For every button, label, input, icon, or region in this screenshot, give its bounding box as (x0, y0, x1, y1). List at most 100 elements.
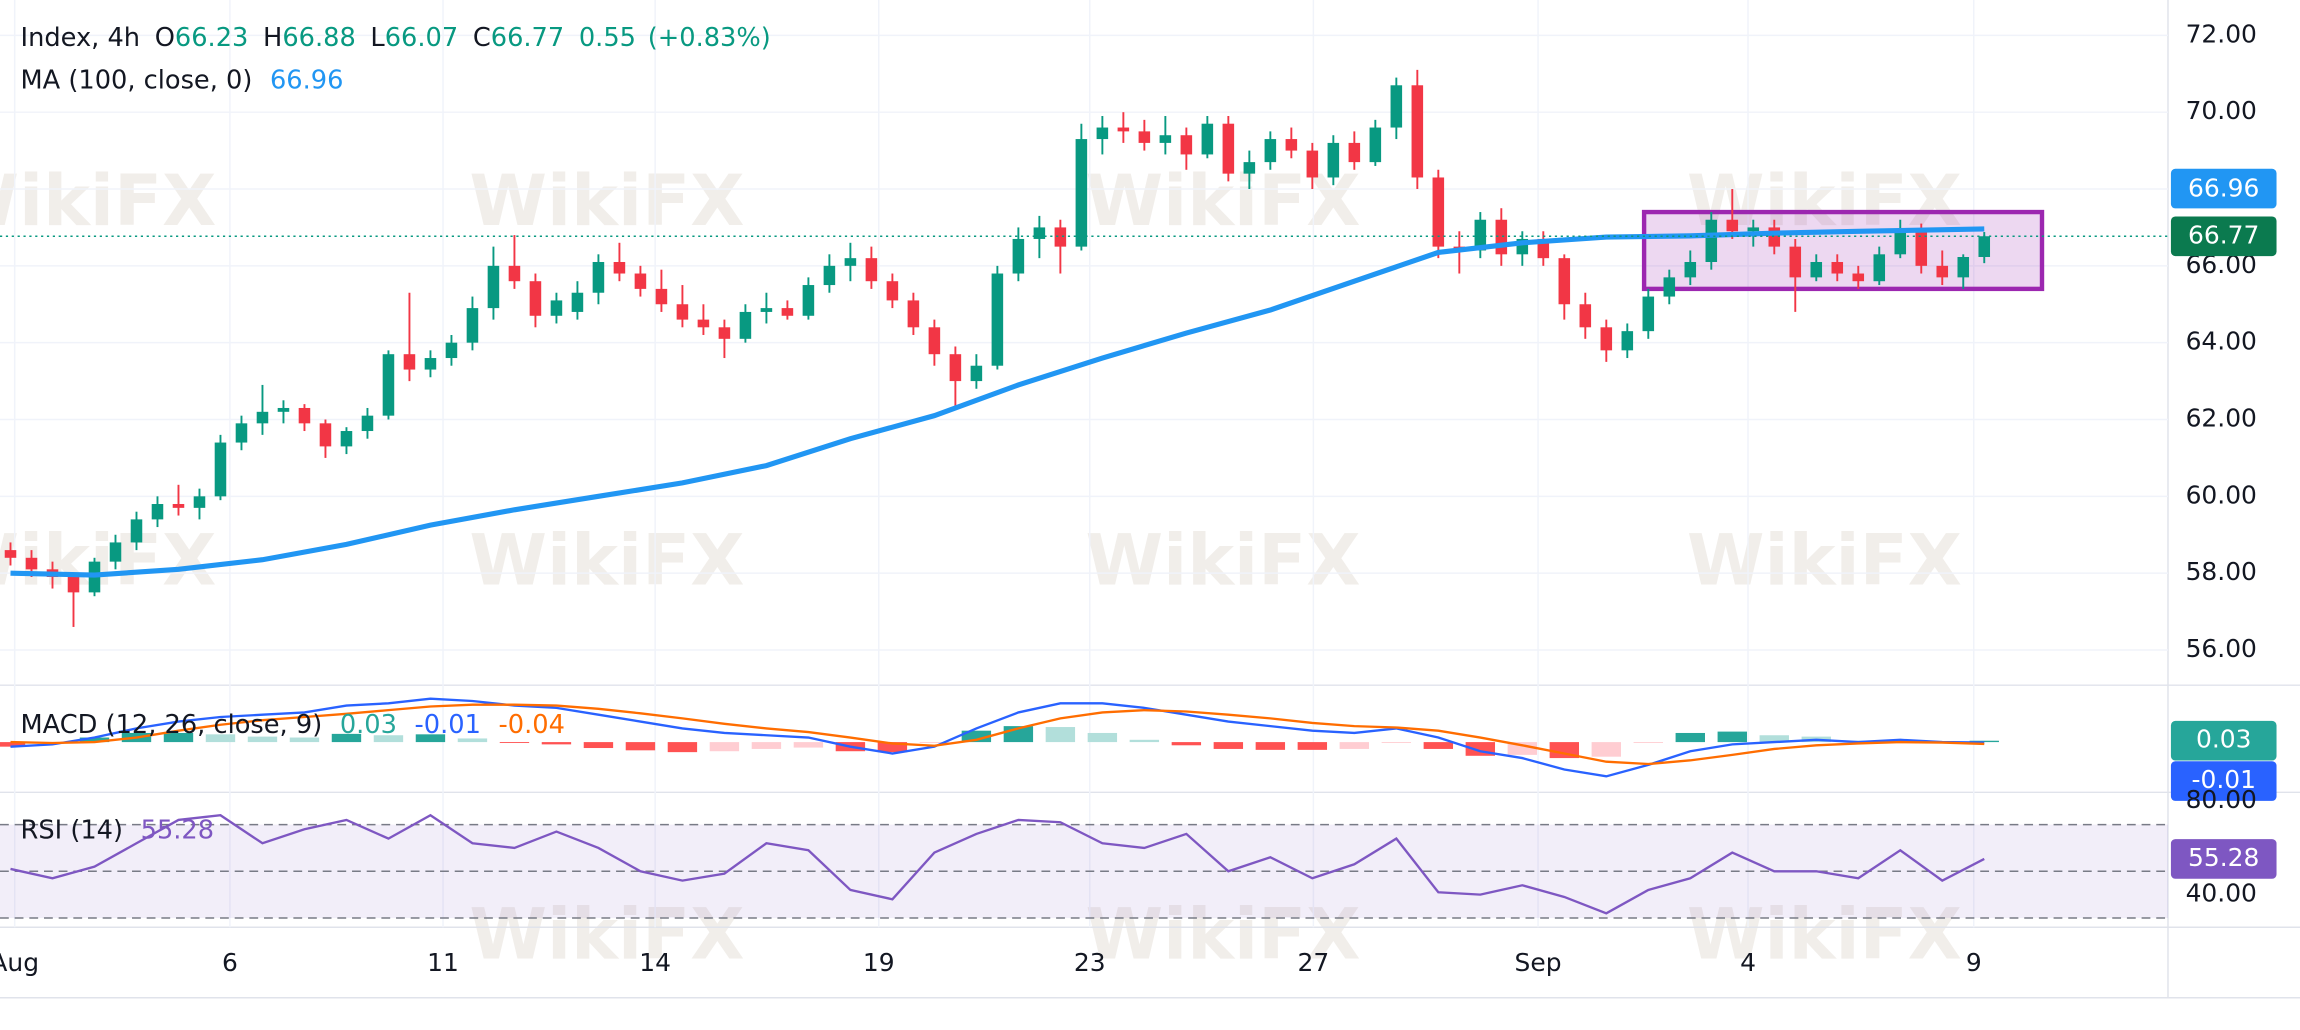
candle-body (214, 442, 227, 497)
candle-body (1957, 257, 1970, 278)
candle-body (970, 365, 983, 382)
macd-name: MACD (12, 26, close, 9) (21, 709, 323, 739)
macd-value-label: -0.01 (2191, 765, 2255, 794)
candle-body (1705, 219, 1718, 262)
candle-body (508, 265, 521, 282)
macd-histogram-bar (793, 742, 824, 748)
candle-body (844, 258, 857, 266)
candle-body (298, 407, 311, 424)
candle-body (1684, 261, 1697, 278)
candle-body (382, 354, 395, 416)
x-tick-label: 27 (1298, 948, 1330, 977)
watermark: WikiFX (469, 894, 744, 976)
x-tick-label: Aug (0, 948, 39, 977)
signal-value: -0.04 (499, 709, 565, 739)
macd-legend: MACD (12, 26, close, 9) 0.03 -0.01 -0.04 (21, 709, 565, 739)
candle-body (1516, 238, 1529, 255)
candle-body (676, 304, 689, 320)
candle-body (130, 519, 143, 543)
macd-histogram-bar (1045, 727, 1076, 743)
candle-body (1915, 231, 1928, 266)
candle-body (928, 327, 941, 355)
price-legend: Index, 4h O66.23 H66.88 L66.07 C66.77 0.55 (+0… (21, 23, 771, 53)
x-tick-label: Sep (1515, 948, 1562, 977)
ohlc-label: H (263, 23, 282, 53)
candle-body (1831, 261, 1844, 274)
candle-body (277, 407, 290, 412)
macd-histogram-bar (1213, 742, 1244, 749)
rsi-value: 55.28 (141, 815, 214, 845)
y-tick-label: 62.00 (2186, 403, 2257, 432)
macd-histogram-bar (877, 742, 908, 753)
macd-histogram-bar (709, 742, 740, 752)
macd-histogram-bar (625, 742, 656, 751)
candle-body (1012, 238, 1025, 274)
candle-body (1852, 273, 1865, 282)
macd-histogram-bar (79, 737, 110, 743)
macd-histogram-bar (289, 737, 320, 743)
macd-histogram-bar (1381, 742, 1412, 744)
y-tick-label: 40.00 (2186, 879, 2257, 908)
macd-histogram-bar (751, 742, 782, 749)
watermark: WikiFX (1687, 894, 1962, 976)
candle-body (991, 273, 1004, 366)
macd-histogram-bar (1591, 742, 1622, 757)
candle-body (1579, 304, 1592, 328)
y-tick-label: 60.00 (2186, 480, 2257, 509)
ma-value: 66.96 (270, 65, 343, 95)
candle-body (1894, 231, 1907, 255)
ma-price-box (2170, 168, 2277, 209)
macd-histogram-bar (205, 734, 236, 743)
macd-histogram-bar (1633, 742, 1663, 744)
watermark: WikiFX (469, 160, 744, 242)
candle-body (907, 300, 920, 328)
x-tick-label: 23 (1074, 948, 1106, 977)
candle-body (1432, 177, 1445, 247)
candle-body (1159, 135, 1172, 143)
candle-body (1222, 123, 1235, 174)
macd-histogram-bar (1675, 732, 1705, 743)
candle-body (403, 354, 416, 370)
candle-body (1789, 246, 1802, 278)
ma-legend: MA (100, close, 0) 66.96 (21, 65, 344, 95)
macd-histogram-bar (373, 735, 404, 743)
candle-body (193, 496, 206, 508)
candle-body (1180, 135, 1193, 155)
rsi-line (10, 813, 1985, 915)
macd-histogram-bar (163, 732, 194, 743)
ma-price-label: 66.96 (2188, 173, 2259, 202)
candle-body (949, 354, 962, 382)
x-tick-label: 6 (222, 948, 238, 977)
macd-histogram-bar (1129, 739, 1160, 743)
candle-body (340, 431, 353, 447)
candle-body (1264, 139, 1277, 163)
hist-value-label: 0.03 (2196, 725, 2251, 754)
candle-body (760, 308, 773, 312)
watermark: WikiFX (1085, 519, 1360, 601)
candle-body (592, 261, 605, 293)
watermark: WikiFX (0, 160, 216, 242)
candle-body (655, 288, 668, 305)
candle-body (1810, 261, 1823, 278)
candle-body (445, 342, 458, 359)
candle-body (1243, 162, 1256, 174)
candle-body (1747, 227, 1760, 232)
candle-body (1369, 127, 1382, 163)
candle-body (1600, 327, 1613, 351)
candle-body (172, 504, 185, 508)
y-tick-label: 70.00 (2186, 96, 2257, 125)
candle-body (571, 292, 584, 312)
x-tick-label: 9 (1966, 948, 1982, 977)
candle-body (424, 358, 437, 370)
candle-body (487, 265, 500, 309)
candle-body (1558, 258, 1571, 305)
x-tick-label: 14 (639, 948, 671, 977)
macd-histogram-bar (919, 742, 950, 744)
candle-body (25, 557, 38, 570)
candle-body (1642, 296, 1655, 332)
rsi-legend: RSI (14) 55.28 (21, 815, 215, 845)
candle-body (1474, 219, 1487, 251)
